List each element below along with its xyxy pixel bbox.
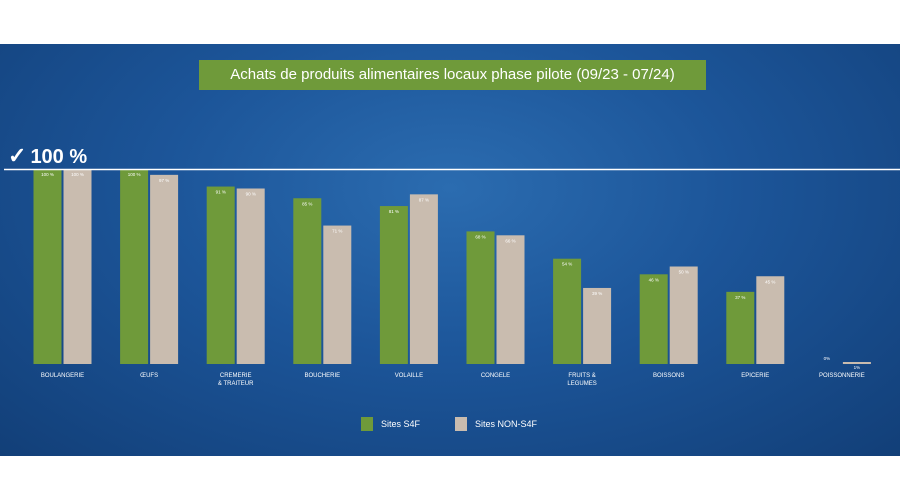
check-icon: ✓ — [8, 143, 27, 168]
data-label-s4f-1: 100 % — [128, 172, 141, 177]
legend-label-s4f: Sites S4F — [381, 419, 421, 429]
legend-swatch-non-s4f — [455, 417, 467, 431]
legend-label-non-s4f: Sites NON-S4F — [475, 419, 538, 429]
bar-non-s4f-2 — [236, 188, 265, 364]
category-label-8: EPICERIE — [741, 373, 769, 379]
data-label-s4f-0: 100 % — [41, 172, 54, 177]
bar-non-s4f-6 — [583, 287, 612, 364]
data-label-s4f-9: 0% — [824, 356, 831, 361]
bar-non-s4f-4 — [409, 194, 438, 364]
chart-panel — [0, 44, 900, 456]
category-label-3: BOUCHERIE — [304, 373, 340, 379]
data-label-s4f-2: 91 % — [216, 190, 226, 195]
bar-non-s4f-8 — [756, 276, 785, 364]
bars-group — [33, 169, 871, 364]
category-label-7: BOISSONS — [653, 373, 684, 379]
category-label-9: POISSONNERIE — [819, 373, 865, 379]
bar-s4f-4 — [379, 206, 408, 364]
data-label-s4f-4: 81 % — [389, 209, 399, 214]
bar-s4f-0 — [33, 169, 62, 364]
legend-item-non-s4f: Sites NON-S4F — [455, 417, 537, 431]
data-label-s4f-8: 37 % — [735, 295, 745, 300]
data-label-non-s4f-9: 1% — [854, 365, 861, 370]
bar-non-s4f-5 — [496, 235, 525, 364]
category-label-0: BOULANGERIE — [41, 373, 84, 379]
data-label-s4f-7: 46 % — [649, 277, 659, 282]
bar-s4f-2 — [206, 186, 235, 364]
chart-title: Achats de produits alimentaires locaux p… — [199, 60, 706, 90]
bar-non-s4f-1 — [150, 174, 179, 364]
labels-group: 100 % 100 % BOULANGERIE 100 % 97 % ŒUFS 91 % 90… — [41, 172, 865, 387]
legend-swatch-s4f — [361, 417, 373, 431]
bar-s4f-7 — [639, 274, 668, 364]
category-label-5: CONGELE — [481, 373, 510, 379]
data-label-non-s4f-8: 45 % — [765, 279, 775, 284]
category-label-2: CREMERIE & TRAITEUR — [218, 373, 254, 387]
data-label-non-s4f-3: 71 % — [332, 229, 342, 234]
data-label-s4f-5: 68 % — [475, 234, 485, 239]
bar-non-s4f-9 — [842, 362, 871, 364]
reference-label: ✓ 100 % — [8, 143, 87, 169]
bar-s4f-8 — [726, 291, 755, 364]
bar-s4f-5 — [466, 231, 495, 364]
bar-non-s4f-0 — [63, 169, 92, 364]
data-label-non-s4f-0: 100 % — [71, 172, 84, 177]
category-label-6: FRUITS & LEGUMES — [567, 373, 596, 387]
legend-item-s4f: Sites S4F — [361, 417, 420, 431]
bar-s4f-3 — [293, 198, 322, 364]
data-label-s4f-3: 85 % — [302, 201, 312, 206]
bar-non-s4f-7 — [669, 266, 698, 364]
data-label-non-s4f-5: 66 % — [505, 238, 515, 243]
data-label-non-s4f-1: 97 % — [159, 178, 169, 183]
category-label-1: ŒUFS — [140, 373, 158, 379]
data-label-non-s4f-2: 90 % — [246, 192, 256, 197]
data-label-non-s4f-7: 50 % — [679, 270, 689, 275]
data-label-s4f-6: 54 % — [562, 262, 572, 267]
category-label-4: VOLAILLE — [395, 373, 423, 379]
reference-value: 100 % — [30, 146, 88, 168]
data-label-non-s4f-4: 87 % — [419, 197, 429, 202]
data-label-non-s4f-6: 39 % — [592, 291, 602, 296]
bar-s4f-1 — [120, 169, 149, 364]
bar-non-s4f-3 — [323, 225, 352, 364]
bar-s4f-6 — [553, 258, 582, 364]
